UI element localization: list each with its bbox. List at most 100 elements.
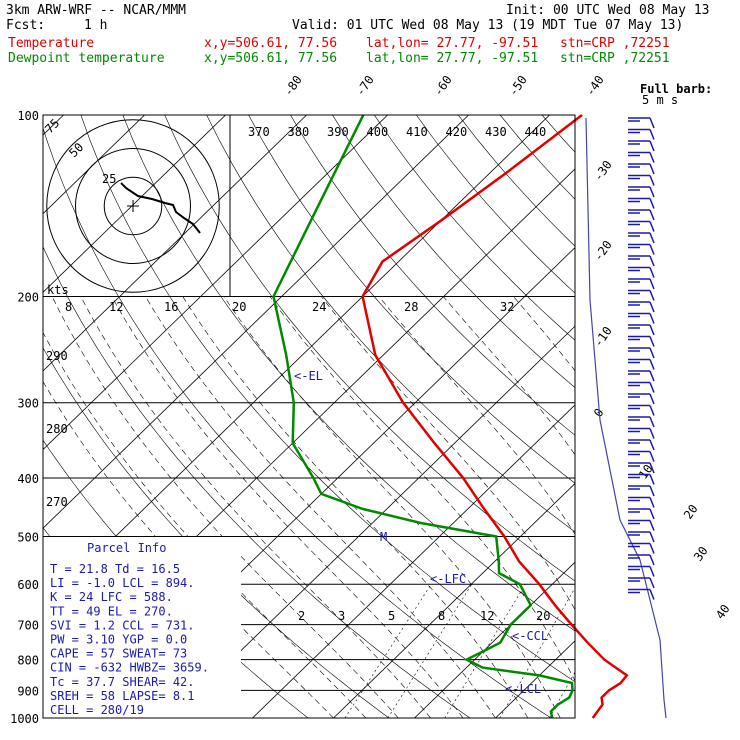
isotherm <box>658 115 740 718</box>
moist-adiabat <box>43 331 367 718</box>
parcel-info-row: LI = -1.0 LCL = 894. <box>50 576 195 590</box>
wind-barb <box>649 221 655 232</box>
wind-barb <box>649 347 655 359</box>
isotherm <box>171 325 575 718</box>
theta-label-left: 280 <box>46 422 68 436</box>
temperature-station: stn=CRP ,72251 <box>560 36 670 51</box>
isotherm-label-top: -50 <box>506 73 530 99</box>
pressure-label-300: 300 <box>17 397 39 411</box>
isotherm-label-right: 20 <box>681 502 701 522</box>
wind-barb <box>649 485 655 497</box>
pressure-label-1000: 1000 <box>10 712 39 726</box>
theta-label: 380 <box>288 125 310 139</box>
wind-barbs <box>585 117 667 719</box>
hodograph-ring-25 <box>103 176 163 236</box>
mixing-ratio-label: 24 <box>312 300 326 314</box>
dry-adiabat <box>164 115 575 582</box>
wind-barb <box>649 543 655 554</box>
wind-barb <box>649 474 655 485</box>
mixing-ratio-line <box>344 584 432 718</box>
temperature-legend: Temperature <box>8 36 95 51</box>
wind-barb <box>649 416 655 428</box>
wind-barb <box>649 267 655 278</box>
wind-barb <box>649 439 655 451</box>
theta-label: 420 <box>446 125 468 139</box>
pressure-label-600: 600 <box>17 578 39 592</box>
parcel-info-row: T = 21.8 Td = 16.5 <box>50 562 180 576</box>
init-time: Init: 00 UTC Wed 08 May 13 <box>506 3 710 18</box>
mixing-ratio-line <box>549 671 575 718</box>
moist-adiabat <box>378 296 575 535</box>
theta-label-left: 290 <box>46 349 68 363</box>
mixing-ratio-line <box>615 584 686 718</box>
moist-adiabat <box>269 296 575 682</box>
model-title: 3km ARW-WRF -- NCAR/MMM <box>6 3 187 18</box>
hodograph-ring-50 <box>75 148 191 264</box>
wind-barb <box>649 324 655 336</box>
dry-adiabat <box>43 126 552 718</box>
moist-adiabat <box>43 380 334 718</box>
barb-legend-line1: Full barb: <box>640 82 712 96</box>
moist-adiabat <box>223 296 561 718</box>
wind-barb <box>649 140 655 152</box>
isotherm <box>43 115 307 372</box>
parcel-info-title: Parcel Info <box>87 541 166 555</box>
wind-barb <box>649 313 655 324</box>
wind-barb <box>649 566 655 577</box>
isotherm <box>495 640 575 718</box>
theta-label-left: 270 <box>46 495 68 509</box>
theta-label: 430 <box>485 125 507 139</box>
isotherm-label-right: -10 <box>591 324 615 350</box>
pressure-label-500: 500 <box>17 530 39 544</box>
wind-barb <box>649 405 655 416</box>
mixing-ratio-label: 32 <box>500 300 514 314</box>
isotherm-label-right: 30 <box>691 544 711 564</box>
wind-barb <box>649 152 655 163</box>
pressure-label-100: 100 <box>17 109 39 123</box>
isotherm-label-right: -20 <box>591 238 615 264</box>
mixing-ratio-label: 28 <box>404 300 418 314</box>
wind-barb-staff-curve <box>585 117 667 719</box>
dewpoint-latlon: lat,lon= 27.77, -97.51 <box>366 51 539 66</box>
dry-adiabat <box>710 115 740 718</box>
mixing-ratio-label-lower: 12 <box>480 609 494 623</box>
isotherm-label-top: -40 <box>583 73 607 99</box>
parcel-info-row: SVI = 1.2 CCL = 731. <box>50 618 195 632</box>
level-annotation: M <box>380 530 387 544</box>
moist-adiabat <box>321 296 575 611</box>
parcel-info-row: Tc = 37.7 SHEAR= 42. <box>50 675 195 689</box>
wind-barb <box>649 577 655 589</box>
isotherm-label-right: -30 <box>591 158 615 184</box>
isotherm <box>252 404 575 718</box>
mixing-ratio-label: 16 <box>164 300 178 314</box>
wind-barb <box>649 232 655 244</box>
parcel-info-row: PW = 3.10 YGP = 0.0 <box>50 633 187 647</box>
mixing-ratio-line <box>387 584 472 718</box>
wind-barb <box>649 393 655 405</box>
mixing-ratio-label-lower: 2 <box>298 609 305 623</box>
moist-adiabat <box>145 296 496 718</box>
wind-barb <box>649 290 655 301</box>
pressure-label-200: 200 <box>17 291 39 305</box>
mixing-ratio-label: 12 <box>109 300 123 314</box>
theta-label: 410 <box>406 125 428 139</box>
pressure-label-700: 700 <box>17 619 39 633</box>
pressure-label-400: 400 <box>17 472 39 486</box>
wind-barb <box>649 589 655 600</box>
pressure-label-900: 900 <box>17 684 39 698</box>
parcel-info-row: CELL = 280/19 <box>50 703 144 717</box>
wind-barb <box>649 359 655 370</box>
dewpoint-legend: Dewpoint temperature <box>8 51 165 66</box>
wind-barb <box>649 520 655 531</box>
mixing-ratio-label-lower: 3 <box>338 609 345 623</box>
dry-adiabat <box>332 115 575 388</box>
mixing-ratio-line <box>444 584 526 718</box>
dry-adiabat <box>122 115 575 632</box>
wind-barb <box>649 244 655 255</box>
hodograph-trace <box>120 182 201 234</box>
forecast-label: Fcst: <box>6 18 46 33</box>
wind-barb <box>649 129 655 140</box>
wind-barb <box>649 175 655 186</box>
wind-barb <box>649 531 655 543</box>
